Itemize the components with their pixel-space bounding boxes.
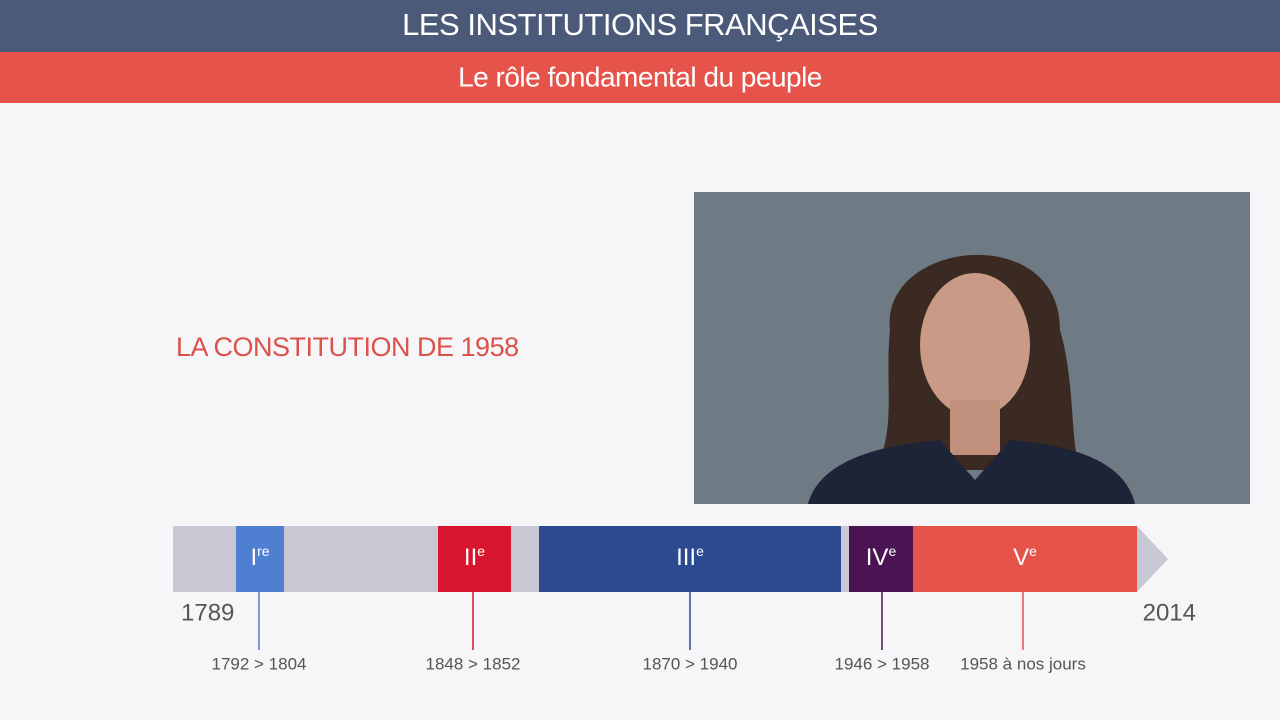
section-title: LA CONSTITUTION DE 1958	[176, 332, 519, 362]
period-dates: 1958 à nos jours	[960, 654, 1086, 673]
period-label: Ve	[1013, 543, 1037, 572]
period-bar	[849, 526, 913, 592]
period-bar	[236, 526, 284, 592]
period-label: Ire	[250, 543, 269, 572]
period-dates: 1848 > 1852	[425, 654, 520, 673]
period-numeral: I	[250, 544, 257, 571]
timeline-end: 2014	[1143, 599, 1196, 626]
period-suffix: e	[696, 543, 704, 559]
period-numeral: III	[676, 544, 696, 571]
period-label: IIIe	[676, 543, 704, 572]
period-numeral: V	[1013, 544, 1029, 571]
period-dates: 1792 > 1804	[211, 654, 306, 673]
video	[694, 192, 1250, 504]
period-numeral: IV	[866, 544, 889, 571]
subheader-bar	[0, 52, 1280, 103]
period-bar	[913, 526, 1137, 592]
period-dates: 1946 > 1958	[834, 654, 929, 673]
period-suffix: e	[477, 543, 485, 559]
neck	[950, 400, 1000, 455]
period-numeral: II	[464, 544, 477, 571]
timeline-start: 1789	[181, 599, 234, 626]
shirt	[808, 440, 1135, 504]
header-bar	[0, 0, 1280, 52]
title: LES INSTITUTIONS FRANÇAISES	[402, 7, 878, 42]
period-dates: 1870 > 1940	[642, 654, 737, 673]
period-suffix: re	[257, 543, 270, 559]
period-bar	[539, 526, 841, 592]
subtitle: Le rôle fondamental du peuple	[458, 61, 822, 92]
period-suffix: e	[888, 543, 896, 559]
period-bar	[438, 526, 511, 592]
period-suffix: e	[1029, 543, 1037, 559]
period-label: IIe	[464, 543, 485, 572]
period-label: IVe	[866, 543, 897, 572]
timeline-arrow	[1137, 526, 1168, 592]
face	[920, 273, 1030, 417]
